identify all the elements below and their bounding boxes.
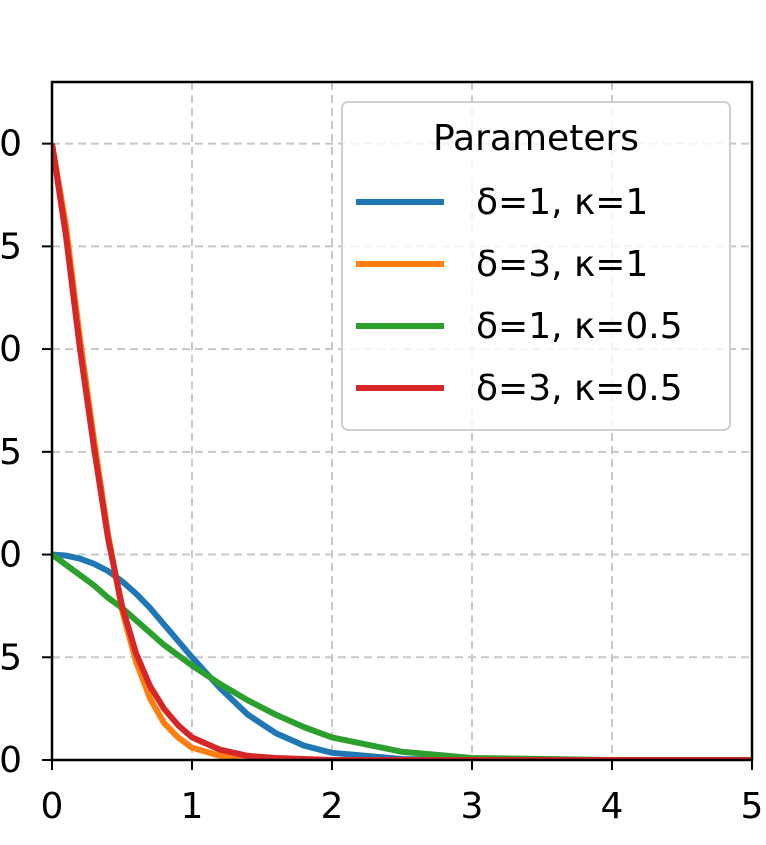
- y-tick-label: 3.0: [0, 124, 22, 165]
- y-tick-label: 1.5: [0, 432, 22, 473]
- legend-label: δ=3, κ=1: [476, 244, 648, 285]
- line-series: [52, 552, 752, 760]
- y-tick-label: 2.0: [0, 329, 22, 370]
- legend-title: Parameters: [433, 118, 639, 159]
- x-tick-label: 4: [601, 786, 624, 827]
- legend-box: [341, 101, 731, 431]
- y-tick-label: 0.5: [0, 637, 22, 678]
- axes-frame: [50, 80, 754, 762]
- plot-lines: [52, 143, 752, 760]
- x-tick-label: 5: [741, 786, 764, 827]
- legend-label: δ=3, κ=0.5: [476, 368, 683, 409]
- y-tick-label: 1.0: [0, 535, 22, 576]
- x-tick-label: 1: [181, 786, 204, 827]
- y-tick-label: 0.0: [0, 740, 22, 781]
- x-tick-label: 3: [461, 786, 484, 827]
- legend-label: δ=1, κ=0.5: [476, 306, 683, 347]
- x-tick-label: 2: [321, 786, 344, 827]
- legend: Parameters δ=1, κ=1 δ=3, κ=1 δ=1, κ=0.5 δ=3,…: [341, 101, 731, 431]
- x-tick-label: 0: [41, 786, 64, 827]
- line-series: [52, 143, 752, 760]
- legend-label: δ=1, κ=1: [476, 182, 648, 223]
- y-tick-label: 2.5: [0, 226, 22, 267]
